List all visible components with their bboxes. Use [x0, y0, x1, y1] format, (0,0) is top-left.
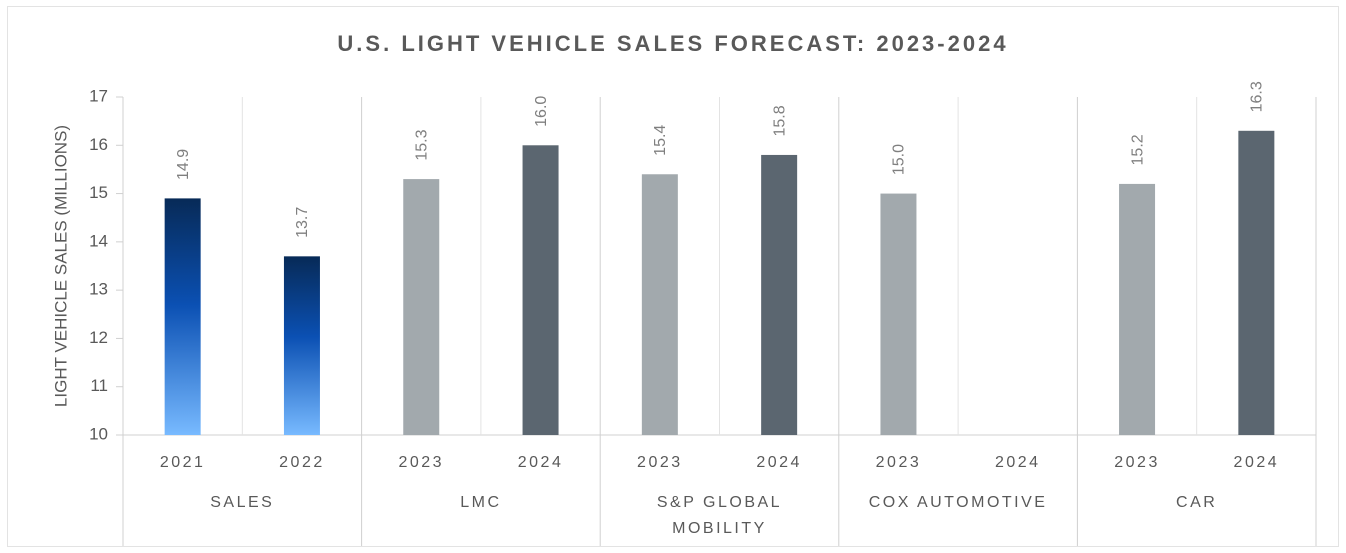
group-label-box: COX AUTOMOTIVE [868, 494, 1048, 511]
y-tick-label: 10 [89, 424, 108, 443]
x-tick-label: 2021 [160, 454, 206, 471]
y-tick-label: 17 [89, 86, 108, 105]
x-tick-label: 2024 [995, 454, 1041, 471]
y-tick-label: 13 [89, 280, 108, 299]
bar [880, 193, 917, 435]
group-label-box: SALES [210, 494, 275, 511]
bar [164, 198, 201, 435]
bar [283, 256, 320, 435]
y-tick-label: 15 [89, 183, 108, 202]
data-label: 15.2 [1129, 134, 1146, 165]
y-tick-label: 11 [90, 376, 108, 395]
bar [403, 179, 440, 435]
bar [641, 174, 678, 435]
group-label: S&P GLOBAL MOBILITY [656, 494, 783, 537]
data-label: 13.7 [294, 207, 311, 238]
data-label: 15.4 [652, 125, 669, 156]
group-label: CAR [1176, 494, 1218, 511]
x-tick-label: 2023 [876, 454, 922, 471]
data-label: 16.3 [1249, 81, 1266, 112]
data-label: 14.9 [175, 149, 192, 180]
bar [761, 154, 798, 435]
data-label: 15.3 [413, 129, 430, 160]
x-tick-label: 2024 [518, 454, 564, 471]
y-tick-label: 14 [89, 231, 108, 250]
data-label: 15.8 [771, 105, 788, 136]
y-axis-title: LIGHT VEHICLE SALES (MILLIONS) [51, 125, 70, 407]
y-tick-label: 16 [89, 135, 108, 154]
data-label: 15.0 [891, 144, 908, 175]
x-tick-label: 2023 [398, 454, 444, 471]
bar [522, 145, 559, 436]
group-label: LMC [460, 494, 502, 511]
chart-title: U.S. LIGHT VEHICLE SALES FORECAST: 2023-… [337, 31, 1008, 56]
group-label-box: S&P GLOBAL MOBILITY [656, 494, 783, 537]
x-tick-label: 2023 [1114, 454, 1160, 471]
x-tick-label: 2023 [637, 454, 683, 471]
x-tick-label: 2024 [1234, 454, 1280, 471]
group-label: COX AUTOMOTIVE [868, 494, 1048, 511]
chart-frame [7, 6, 1339, 547]
group-label: SALES [210, 494, 275, 511]
data-label: 16.0 [533, 96, 550, 127]
group-label-box: CAR [1176, 494, 1218, 511]
group-label-box: LMC [460, 494, 502, 511]
bar [1119, 183, 1156, 435]
bar [1238, 130, 1275, 436]
x-tick-label: 2024 [756, 454, 802, 471]
y-tick-label: 12 [89, 328, 108, 347]
x-tick-label: 2022 [279, 454, 325, 471]
